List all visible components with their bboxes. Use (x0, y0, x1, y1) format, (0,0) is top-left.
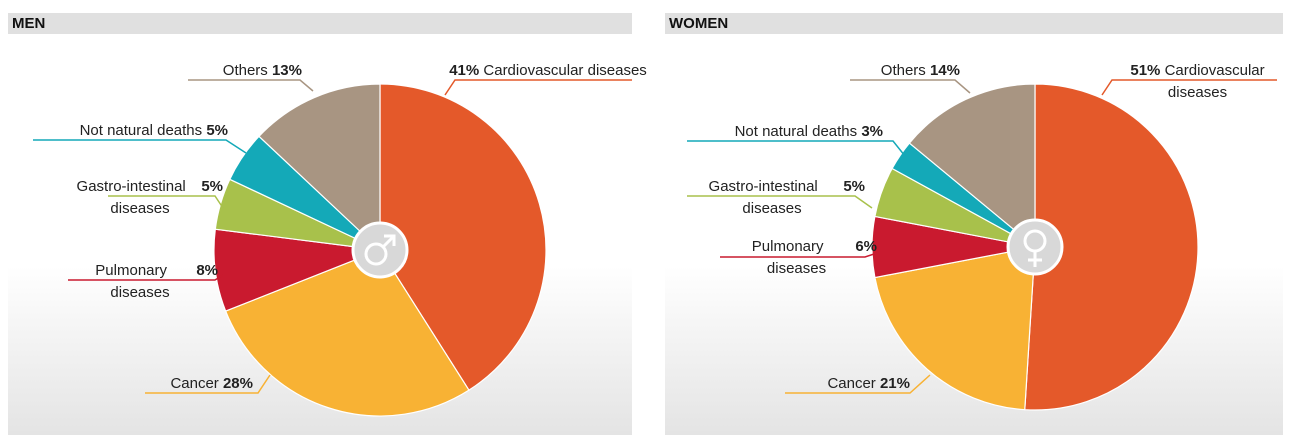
value-label: 5% (843, 176, 865, 198)
category-label: Others (881, 62, 926, 79)
category-label: Cardiovascular diseases (483, 62, 646, 79)
category-label: Pulmonary diseases (752, 238, 826, 277)
category-label: Cardiovascular diseases (1165, 62, 1265, 101)
category-label: Gastro-intestinal diseases (709, 178, 818, 217)
value-label: 3% (861, 123, 883, 140)
slice-label: Cancer 28% (126, 373, 253, 395)
slice-label: 5% Gastro-intestinal diseases (683, 176, 865, 220)
category-label: Not natural deaths (735, 123, 858, 140)
leader-line (445, 80, 632, 95)
slice-label: Not natural deaths 3% (683, 121, 883, 143)
value-label: 5% (201, 176, 223, 198)
slice-label: 5% Gastro-intestinal diseases (61, 176, 223, 220)
category-label: Others (223, 62, 268, 79)
slice-label: Others 14% (843, 60, 960, 82)
slice-label: 51% Cardiovascular diseases (1105, 60, 1290, 104)
value-label: 13% (272, 62, 302, 79)
value-label: 21% (880, 375, 910, 392)
page: MEN 41% Cardiovascular diseasesCancer 28… (0, 0, 1291, 435)
slice-label: 41% Cardiovascular diseases (448, 60, 648, 82)
category-label: Pulmonary diseases (95, 262, 169, 301)
slice-label: Not natural deaths 5% (28, 120, 228, 142)
value-label: 5% (206, 122, 228, 139)
value-label: 28% (223, 375, 253, 392)
slice-label: Others 13% (180, 60, 302, 82)
value-label: 41% (449, 62, 479, 79)
slice-label: 8% Pulmonary diseases (66, 260, 218, 304)
value-label: 8% (196, 260, 218, 282)
slice-label: 6% Pulmonary diseases (720, 236, 877, 280)
category-label: Cancer (827, 375, 875, 392)
category-label: Not natural deaths (80, 122, 203, 139)
leader-line (687, 141, 905, 156)
center-icon (353, 223, 407, 277)
value-label: 14% (930, 62, 960, 79)
slice-label: Cancer 21% (793, 373, 910, 395)
value-label: 51% (1130, 62, 1160, 79)
value-label: 6% (855, 236, 877, 258)
category-label: Gastro-intestinal diseases (77, 178, 186, 217)
category-label: Cancer (170, 375, 218, 392)
